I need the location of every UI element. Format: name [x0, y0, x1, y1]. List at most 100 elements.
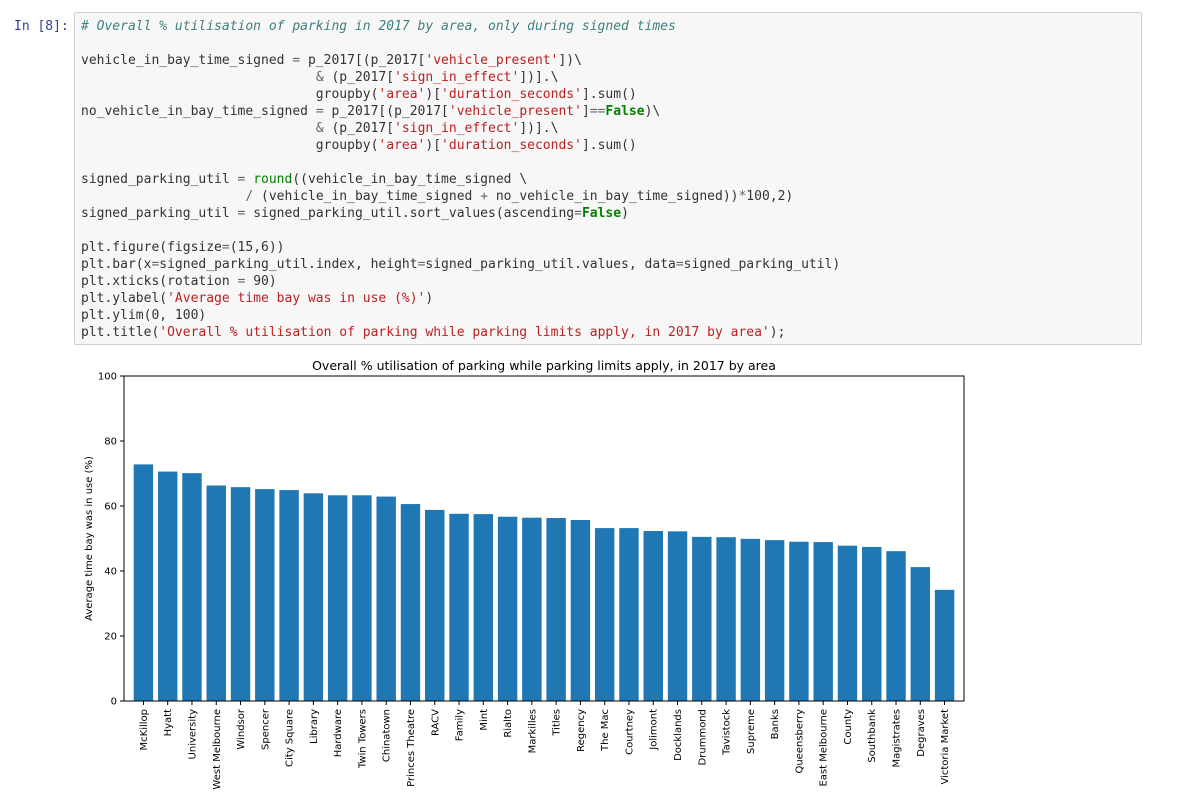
code-token: 'duration_seconds' — [441, 87, 582, 102]
code-token: )[ — [425, 138, 442, 153]
x-tick-label: Tavistock — [722, 709, 733, 756]
bar-university — [182, 473, 202, 701]
x-tick-label: Mint — [479, 709, 490, 731]
x-tick-label: Magistrates — [892, 709, 903, 768]
code-token: plt.figure(figsize — [81, 240, 222, 255]
code-editor[interactable]: # Overall % utilisation of parking in 20… — [81, 18, 840, 341]
code-token: = — [221, 240, 230, 255]
code-line: vehicle_in_bay_time_signed = p_2017[(p_2… — [81, 52, 840, 69]
x-tick-label: City Square — [285, 709, 296, 767]
code-token: = — [237, 172, 246, 187]
x-tick-label: The Mac — [600, 709, 611, 752]
code-token: vehicle_in_bay_time_signed — [81, 53, 293, 68]
code-token: no_vehicle_in_bay_time_signed — [81, 104, 316, 119]
code-token: * — [738, 189, 747, 204]
bar-jolimont — [643, 531, 663, 701]
code-token: signed_parking_util — [81, 206, 238, 221]
code-token: 'area' — [378, 138, 426, 153]
y-axis-ticks: 0 20 40 60 80 100 — [98, 372, 124, 708]
x-tick-label: Hardware — [333, 709, 344, 757]
code-line: plt.ylabel('Average time bay was in use … — [81, 290, 840, 307]
bar-regency — [570, 519, 591, 701]
code-token: ])]. — [519, 70, 551, 85]
code-line: signed_parking_util = signed_parking_uti… — [81, 205, 840, 222]
code-line: / (vehicle_in_bay_time_signed + no_vehic… — [81, 188, 840, 205]
code-token: no_vehicle_in_bay_time_signed)) — [488, 189, 739, 204]
code-line — [81, 222, 840, 239]
code-token: groupby( — [81, 138, 379, 153]
x-tick-label: Rialto — [503, 709, 514, 738]
code-token: 'Average time bay was in use (%)' — [167, 291, 426, 306]
code-token: p_2017[(p_2017[ — [323, 104, 449, 119]
code-token: 90) — [245, 274, 277, 289]
bar-tavistock — [716, 537, 736, 701]
bar-supreme — [740, 538, 761, 701]
bar-hardware — [327, 495, 348, 701]
x-tick-label: Courtney — [624, 709, 635, 755]
x-tick-label: Victoria Market — [940, 709, 951, 785]
code-token: groupby( — [81, 87, 379, 102]
bar-rialto — [497, 516, 518, 701]
bar-titles — [546, 518, 566, 701]
code-token: signed_parking_util.values, data — [425, 257, 676, 272]
code-token: = — [675, 257, 684, 272]
code-token: = — [237, 206, 246, 221]
code-token: ])]. — [519, 121, 551, 136]
code-token: ])\ — [558, 53, 582, 68]
code-line: groupby('area')['duration_seconds'].sum(… — [81, 86, 840, 103]
code-cell[interactable]: # Overall % utilisation of parking in 20… — [74, 12, 1142, 345]
x-tick-label: Family — [455, 709, 466, 741]
x-tick-label: Hyatt — [163, 709, 174, 736]
code-token: (p_2017[ — [323, 121, 395, 136]
code-token: # Overall % utilisation of parking in 20… — [81, 19, 676, 34]
code-token: 'area' — [378, 87, 426, 102]
code-token — [81, 121, 316, 136]
bar-racv — [425, 509, 445, 701]
bar-princes-theatre — [400, 504, 421, 701]
bar-mint — [473, 514, 494, 701]
code-token: signed_parking_util.sort_values(ascendin… — [245, 206, 575, 221]
code-token: & — [315, 70, 324, 85]
code-line: # Overall % utilisation of parking in 20… — [81, 18, 840, 35]
y-tick-label: 60 — [104, 502, 117, 513]
code-line: no_vehicle_in_bay_time_signed = p_2017[(… — [81, 103, 840, 120]
plot-frame — [123, 375, 965, 702]
code-token: 100,2) — [746, 189, 794, 204]
code-line: plt.xticks(rotation = 90) — [81, 273, 840, 290]
x-tick-label: Docklands — [673, 709, 684, 761]
bar-twin-towers — [352, 495, 372, 701]
bar-east-melbourne — [813, 542, 833, 701]
bar-library — [303, 493, 324, 701]
x-tick-label: Princes Theatre — [406, 709, 417, 787]
x-tick-label: Titles — [552, 709, 563, 737]
bar-southbank — [862, 546, 882, 701]
code-token: signed_parking_util — [81, 172, 238, 187]
code-token: 'vehicle_present' — [448, 104, 582, 119]
cell-output: Overall % utilisation of parking while p… — [74, 350, 974, 805]
bar-spencer — [255, 489, 275, 701]
x-tick-label: Spencer — [260, 708, 271, 750]
code-token: \ — [550, 70, 559, 85]
bar-hyatt — [157, 471, 178, 701]
code-token: signed_parking_util) — [683, 257, 841, 272]
code-line — [81, 154, 840, 171]
code-line: plt.bar(x=signed_parking_util.index, hei… — [81, 256, 840, 273]
x-tick-label: Markilles — [527, 709, 538, 753]
code-token: 'sign_in_effect' — [394, 70, 520, 85]
code-token: / — [245, 189, 254, 204]
x-tick-label: Drummond — [697, 709, 708, 765]
x-tick-label: Banks — [770, 709, 781, 739]
y-tick-label: 40 — [104, 567, 117, 578]
x-tick-label: Supreme — [746, 709, 757, 754]
y-axis-label: Average time bay was in use (%) — [84, 456, 95, 621]
bar-windsor — [230, 487, 251, 701]
code-token: = — [574, 206, 582, 221]
code-token: \ — [550, 121, 559, 136]
code-token: plt.bar(x — [81, 257, 152, 272]
code-token: 'duration_seconds' — [441, 138, 582, 153]
code-token: ); — [769, 325, 786, 340]
code-token: = — [417, 257, 426, 272]
x-tick-label: Jolimont — [649, 709, 660, 751]
x-axis-ticks: McKillop Hyatt University West Melbourne Win… — [139, 701, 951, 790]
bar-mckillop — [133, 464, 154, 701]
